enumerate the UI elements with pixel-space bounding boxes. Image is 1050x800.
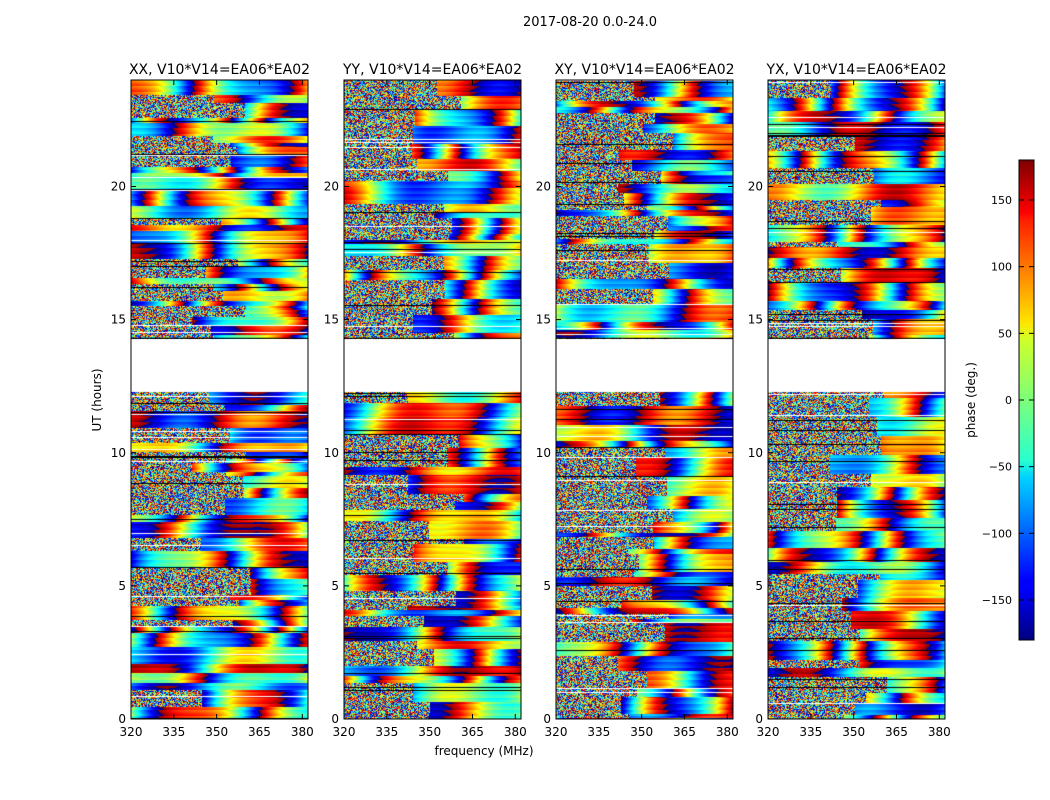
x-tick-label: 365 [885,725,908,739]
y-tick-label: 15 [324,313,339,327]
x-tick-label: 320 [545,725,568,739]
x-tick-label: 335 [162,725,185,739]
y-tick-label: 5 [118,579,126,593]
y-tick-label: 5 [331,579,339,593]
x-tick-label: 365 [673,725,696,739]
heatmap-image-1 [344,80,521,719]
colorbar-tick-label: −50 [989,461,1012,474]
y-tick-label: 20 [324,180,339,194]
panel-frame [343,79,522,720]
panel-1: YY, V10*V14=EA06*EA02 320 335 350 365 380 0 5 10… [324,62,527,739]
colorbar-label: phase (deg.) [964,362,978,438]
y-tick-label: 5 [543,579,551,593]
y-tick-label: 15 [748,313,763,327]
colorbar-tick-label: 50 [998,327,1012,340]
x-tick-label: 365 [461,725,484,739]
y-tick-label: 0 [331,712,339,726]
colorbar-tick-label: 0 [1005,394,1012,407]
panel-title: XX, V10*V14=EA06*EA02 [129,62,310,78]
y-tick-label: 20 [748,180,763,194]
panel-frame [767,79,946,720]
y-tick-label: 15 [111,313,126,327]
x-tick-label: 350 [630,725,653,739]
colorbar-tick-label: 100 [991,261,1012,274]
x-tick-label: 320 [757,725,780,739]
x-axis-label: frequency (MHz) [434,744,533,758]
colorbar-tick-label: −150 [982,594,1012,607]
x-tick-label: 320 [120,725,143,739]
heatmap-image-0 [131,80,308,719]
x-tick-label: 350 [418,725,441,739]
panel-frame [130,79,309,720]
x-tick-label: 350 [842,725,865,739]
y-tick-label: 15 [536,313,551,327]
x-tick-label: 380 [716,725,739,739]
panel-title: YX, V10*V14=EA06*EA02 [765,62,946,78]
heatmap-image-2 [556,80,733,719]
colorbar: −150 −100 −50 0 50 100 150 phase (deg.) [964,159,1035,641]
panel-3: YX, V10*V14=EA06*EA02 320 335 350 365 380 0 5 10… [748,62,951,739]
y-tick-label: 0 [118,712,126,726]
y-tick-label: 0 [755,712,763,726]
y-tick-label: 5 [755,579,763,593]
colorbar-tick-label: 150 [991,194,1012,207]
x-tick-label: 350 [205,725,228,739]
figure-suptitle: 2017-08-20 0.0-24.0 [523,15,657,30]
y-tick-label: 0 [543,712,551,726]
y-tick-label: 20 [111,180,126,194]
y-tick-label: 10 [324,446,339,460]
x-tick-label: 335 [799,725,822,739]
panel-2: XY, V10*V14=EA06*EA02 320 335 350 365 380 0 5 10… [536,62,739,739]
x-tick-label: 335 [587,725,610,739]
x-tick-label: 320 [333,725,356,739]
x-tick-label: 365 [248,725,271,739]
panel-title: XY, V10*V14=EA06*EA02 [554,62,734,78]
y-tick-label: 10 [748,446,763,460]
colorbar-tick-label: −100 [982,527,1012,540]
panel-title: YY, V10*V14=EA06*EA02 [342,62,522,78]
x-tick-label: 380 [504,725,527,739]
y-tick-label: 20 [536,180,551,194]
x-tick-label: 335 [375,725,398,739]
x-tick-label: 380 [291,725,314,739]
y-axis-label: UT (hours) [90,368,104,431]
heatmap-image-3 [768,80,945,719]
x-tick-label: 380 [928,725,951,739]
y-tick-label: 10 [536,446,551,460]
panel-0: XX, V10*V14=EA06*EA02 320 335 350 365 380 0 5 10… [111,62,314,739]
panel-frame [555,79,734,720]
y-tick-label: 10 [111,446,126,460]
